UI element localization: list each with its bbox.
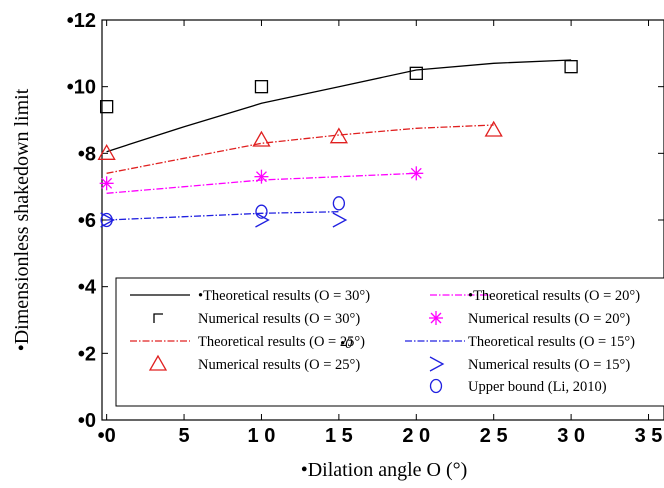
legend-marker-sample xyxy=(153,313,163,323)
x-tick-label: 3 0 xyxy=(557,425,585,447)
data-point xyxy=(99,176,114,191)
x-tick-label: •0 xyxy=(98,425,116,447)
stray-label: •0 xyxy=(340,336,353,352)
y-axis-title: •Dimensionless shakedown limit xyxy=(11,88,33,351)
square-marker xyxy=(254,80,269,94)
circle-marker xyxy=(100,212,113,228)
y-tick-label: •10 xyxy=(67,77,96,99)
circle-marker xyxy=(255,204,268,219)
legend-label: •Theoretical results (O = 30°) xyxy=(198,288,370,304)
data-point xyxy=(100,212,116,228)
y-tick-label: •6 xyxy=(78,210,96,232)
legend-box xyxy=(115,277,664,407)
data-point xyxy=(564,60,578,74)
triangle-marker xyxy=(97,144,116,160)
series-line xyxy=(106,124,494,174)
data-point xyxy=(332,196,346,211)
data-point xyxy=(409,166,424,181)
y-tick-label: •4 xyxy=(78,277,97,299)
triangle-marker xyxy=(484,120,503,137)
legend-label: Theoretical results (O = 25°) xyxy=(198,334,365,350)
y-tick-label: •12 xyxy=(67,10,96,32)
data-point xyxy=(332,212,348,228)
legend-label: •Theoretical results (O = 20°) xyxy=(468,288,640,304)
data-point xyxy=(255,212,270,228)
legend-label: Numerical results (O = 25°) xyxy=(198,357,360,373)
circle-marker xyxy=(332,196,346,211)
data-point xyxy=(99,100,114,114)
square-marker xyxy=(564,60,578,74)
square-marker xyxy=(409,66,423,80)
asterisk-stroke xyxy=(410,167,422,179)
data-point xyxy=(254,169,269,184)
legend-label: Theoretical results (O = 15°) xyxy=(468,334,635,350)
x-tick-label: 2 5 xyxy=(480,425,508,447)
legend-label: Numerical results (O = 30°) xyxy=(198,311,360,327)
legend-label: Upper bound (Li, 2010) xyxy=(468,379,607,395)
corner-marker xyxy=(153,313,163,323)
legend-marker-sample xyxy=(429,311,443,325)
series-line xyxy=(106,211,339,221)
tri-right-marker xyxy=(429,356,445,372)
legend-marker-sample xyxy=(429,378,443,394)
tri-right-marker xyxy=(100,212,116,228)
data-point xyxy=(484,120,503,137)
x-axis-title: •Dilation angle O (°) xyxy=(301,459,468,481)
y-tick-label: •2 xyxy=(78,343,96,365)
data-point xyxy=(252,130,271,147)
data-point xyxy=(409,66,423,80)
asterisk-stroke xyxy=(430,312,442,324)
legend-label: Numerical results (O = 20°) xyxy=(468,311,630,327)
triangle-marker xyxy=(252,130,271,147)
x-tick-label: 3 5 xyxy=(635,425,663,447)
asterisk-stroke xyxy=(101,177,113,189)
x-tick-label: 1 5 xyxy=(325,425,353,447)
series-line xyxy=(106,59,572,153)
triangle-marker xyxy=(329,127,348,144)
tri-right-marker xyxy=(255,212,270,228)
y-tick-label: •8 xyxy=(78,143,96,165)
data-point xyxy=(254,80,269,94)
legend-label: Numerical results (O = 15°) xyxy=(468,357,630,373)
square-marker xyxy=(99,100,114,114)
legend-marker-sample xyxy=(429,356,445,372)
data-point xyxy=(100,212,113,228)
x-tick-label: 5 xyxy=(178,425,189,447)
tri-right-marker xyxy=(332,212,348,228)
x-tick-label: 1 0 xyxy=(248,425,276,447)
data-point xyxy=(329,127,348,144)
asterisk-stroke xyxy=(256,171,267,183)
x-tick-label: 2 0 xyxy=(402,425,430,447)
circle-marker xyxy=(429,378,443,394)
triangle-marker xyxy=(148,354,168,371)
y-tick-label: •0 xyxy=(78,410,96,432)
data-point xyxy=(255,204,268,219)
legend: •Theoretical results (O = 30°) Numerical … xyxy=(115,277,664,407)
data-point xyxy=(97,144,116,160)
legend-marker-sample xyxy=(148,354,168,371)
